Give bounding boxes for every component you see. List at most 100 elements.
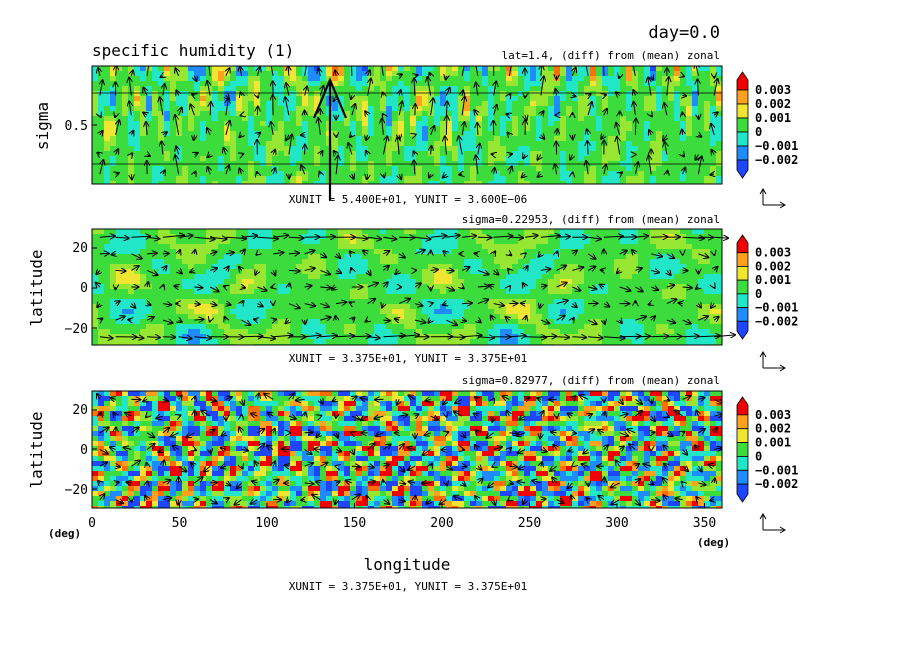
contour-cell bbox=[230, 289, 255, 295]
x-tick-label: 50 bbox=[172, 516, 188, 531]
contour-cell bbox=[230, 441, 237, 447]
contour-cell bbox=[416, 506, 423, 508]
vector-arrow bbox=[234, 499, 242, 505]
contour-cell bbox=[536, 254, 561, 260]
contour-cell bbox=[536, 166, 543, 172]
contour-cell bbox=[242, 176, 249, 182]
contour-cell bbox=[212, 86, 219, 92]
vector-arrow bbox=[491, 316, 494, 321]
contour-cell bbox=[98, 411, 105, 417]
contour-cell bbox=[536, 279, 549, 285]
contour-cell bbox=[338, 501, 351, 507]
contour-cell bbox=[710, 411, 722, 417]
contour-cell bbox=[656, 446, 663, 452]
contour-cell bbox=[452, 436, 459, 442]
contour-cell bbox=[302, 66, 309, 72]
contour-cell bbox=[386, 126, 393, 132]
contour-cell bbox=[152, 284, 183, 290]
contour-cell bbox=[458, 476, 465, 482]
contour-cell bbox=[488, 441, 495, 447]
contour-cell bbox=[530, 314, 543, 320]
contour-cell bbox=[152, 496, 159, 502]
vector-arrow bbox=[423, 449, 431, 456]
contour-cell bbox=[482, 156, 489, 162]
contour-cell bbox=[278, 481, 291, 487]
contour-cell bbox=[602, 329, 621, 335]
contour-cell bbox=[260, 136, 273, 142]
contour-cell bbox=[122, 431, 129, 437]
contour-cell bbox=[650, 76, 657, 82]
contour-cell bbox=[428, 446, 435, 452]
contour-cell bbox=[92, 416, 99, 422]
contour-cell bbox=[596, 171, 609, 177]
vector-arrow bbox=[667, 399, 669, 400]
contour-cell bbox=[152, 411, 159, 417]
contour-cell bbox=[242, 254, 309, 260]
vector-arrow bbox=[368, 270, 371, 275]
contour-cell bbox=[104, 456, 117, 462]
contour-cell bbox=[182, 481, 189, 487]
contour-cell bbox=[392, 471, 399, 477]
contour-cell bbox=[662, 86, 669, 92]
contour-cell bbox=[350, 116, 357, 122]
contour-cell bbox=[230, 151, 237, 157]
contour-cell bbox=[488, 126, 495, 132]
contour-cell bbox=[614, 259, 639, 265]
contour-cell bbox=[404, 309, 417, 315]
vector-arrow bbox=[382, 136, 387, 155]
contour-cell bbox=[386, 76, 393, 82]
contour-cell bbox=[338, 229, 363, 235]
contour-cell bbox=[548, 116, 561, 122]
vector-arrow bbox=[648, 78, 651, 96]
contour-cell bbox=[230, 486, 243, 492]
contour-cell bbox=[458, 441, 471, 447]
contour-cell bbox=[710, 421, 717, 427]
contour-cell bbox=[386, 461, 399, 467]
contour-cell bbox=[290, 91, 297, 97]
contour-cell bbox=[158, 441, 165, 447]
contour-cell bbox=[368, 96, 381, 102]
contour-cell bbox=[692, 229, 705, 235]
contour-cell bbox=[446, 71, 459, 77]
contour-cell bbox=[392, 329, 417, 335]
contour-cell bbox=[116, 436, 123, 442]
contour-cell bbox=[98, 401, 105, 407]
contour-cell bbox=[692, 456, 705, 462]
contour-cell bbox=[362, 426, 369, 432]
contour-cell bbox=[626, 81, 639, 87]
contour-cell bbox=[518, 121, 525, 127]
vector-arrow bbox=[462, 483, 465, 486]
contour-cell bbox=[476, 506, 483, 508]
contour-cell bbox=[434, 451, 441, 457]
contour-cell bbox=[590, 239, 621, 245]
contour-cell bbox=[368, 151, 387, 157]
contour-cell bbox=[212, 111, 219, 117]
contour-cell bbox=[698, 284, 722, 290]
contour-cell bbox=[428, 486, 435, 492]
contour-cell bbox=[272, 491, 279, 497]
contour-cell bbox=[176, 101, 189, 107]
vector-arrow bbox=[502, 396, 510, 399]
contour-cell bbox=[362, 481, 369, 487]
contour-cell bbox=[350, 466, 357, 472]
contour-cell bbox=[206, 506, 213, 508]
contour-cell bbox=[326, 324, 345, 330]
contour-cell bbox=[128, 156, 135, 162]
contour-cell bbox=[470, 456, 477, 462]
vector-arrow bbox=[178, 465, 187, 471]
contour-cell bbox=[170, 496, 177, 502]
contour-cell bbox=[98, 279, 111, 285]
contour-cell bbox=[410, 126, 417, 132]
contour-cell bbox=[92, 279, 99, 285]
contour-cell bbox=[560, 496, 573, 502]
vector-arrow bbox=[99, 236, 115, 237]
contour-cell bbox=[236, 176, 243, 182]
vector-arrow bbox=[304, 268, 315, 270]
contour-cell bbox=[650, 239, 687, 245]
contour-cell bbox=[104, 466, 111, 472]
contour-cell bbox=[92, 269, 111, 275]
contour-cell bbox=[542, 86, 555, 92]
contour-cell bbox=[548, 406, 555, 412]
vector-arrow bbox=[368, 70, 370, 77]
vector-arrow bbox=[462, 287, 464, 288]
